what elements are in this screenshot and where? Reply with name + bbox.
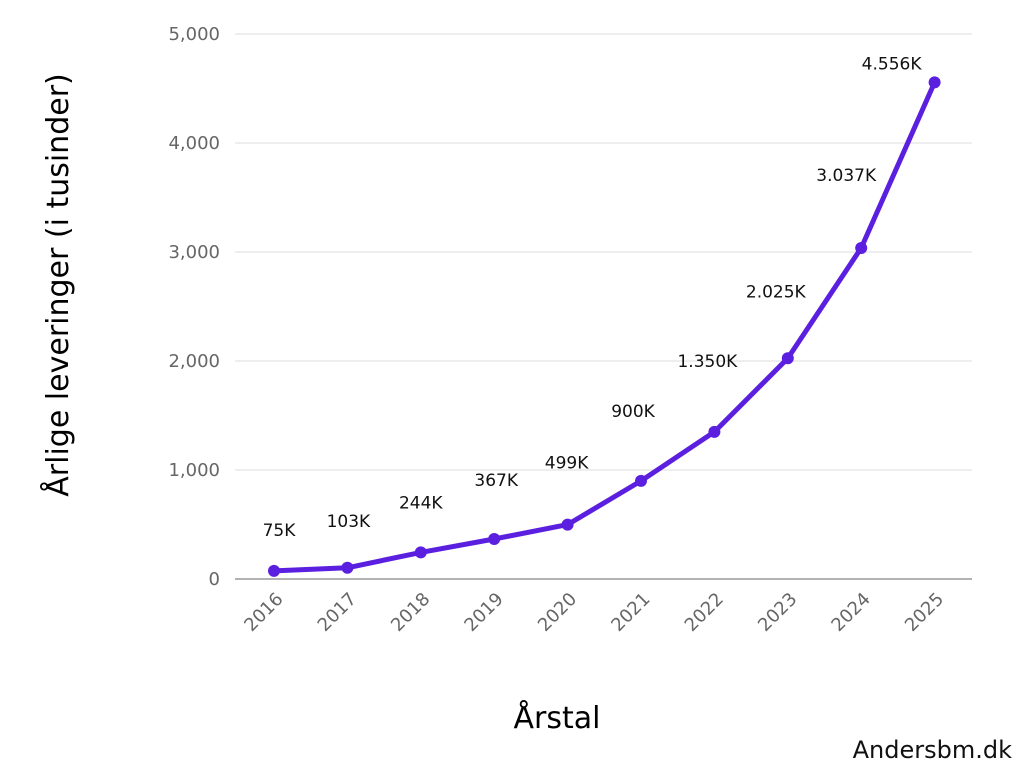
data-label: 75K bbox=[263, 521, 297, 541]
data-point bbox=[268, 564, 280, 577]
data-point bbox=[414, 546, 427, 559]
x-tick-label: 2017 bbox=[314, 589, 361, 636]
x-tick-label: 2020 bbox=[534, 589, 581, 636]
x-axis-title: Årstal bbox=[514, 700, 601, 736]
series-line bbox=[273, 81, 937, 574]
y-tick-label: 5,000 bbox=[168, 24, 220, 45]
x-tick-label: 2021 bbox=[607, 589, 654, 636]
y-axis-title: Årlige leveringer (i tusinder) bbox=[40, 73, 76, 497]
x-tick-label: 2025 bbox=[901, 589, 948, 636]
y-tick-label: 1,000 bbox=[168, 460, 220, 481]
data-label: 3.037K bbox=[816, 166, 877, 186]
data-label: 900K bbox=[611, 402, 655, 422]
data-label: 499K bbox=[545, 454, 589, 474]
data-label: 1.350K bbox=[677, 352, 738, 372]
data-point bbox=[488, 532, 501, 545]
data-label: 103K bbox=[327, 512, 371, 532]
x-tick-label: 2019 bbox=[460, 589, 507, 636]
data-point bbox=[561, 518, 574, 531]
data-point bbox=[635, 474, 647, 487]
y-tick-label: 3,000 bbox=[168, 242, 220, 263]
data-label: 244K bbox=[399, 493, 443, 513]
data-point bbox=[781, 352, 794, 365]
watermark: Andersbm.dk bbox=[853, 736, 1012, 764]
y-tick-label: 2,000 bbox=[168, 351, 220, 372]
data-label: 367K bbox=[474, 471, 518, 491]
data-point bbox=[855, 241, 868, 254]
data-point bbox=[708, 425, 721, 438]
data-label: 4.556K bbox=[862, 54, 923, 74]
x-tick-label: 2023 bbox=[754, 589, 801, 636]
x-tick-label: 2022 bbox=[681, 589, 728, 636]
y-tick-label: 0 bbox=[209, 569, 220, 590]
data-point bbox=[928, 76, 941, 89]
x-tick-label: 2024 bbox=[827, 589, 874, 636]
x-tick-label: 2018 bbox=[387, 589, 434, 636]
x-tick-label: 2016 bbox=[240, 589, 287, 636]
data-point bbox=[341, 561, 354, 574]
y-tick-label: 4,000 bbox=[168, 133, 220, 154]
data-label: 2.025K bbox=[746, 282, 807, 302]
